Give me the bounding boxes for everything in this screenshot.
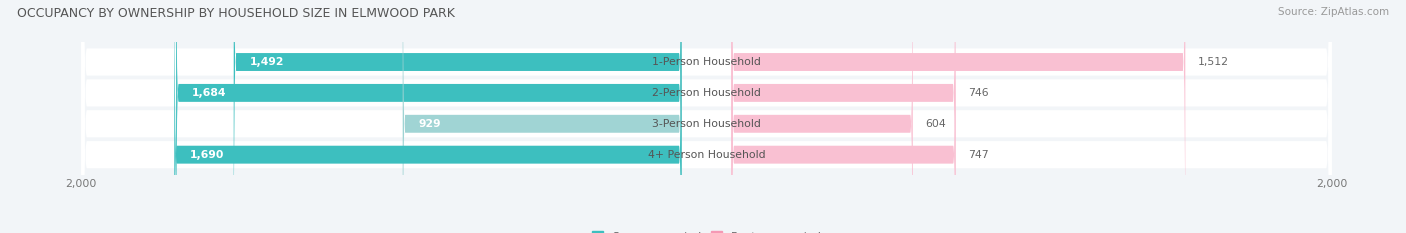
FancyBboxPatch shape bbox=[82, 0, 1331, 233]
Text: Source: ZipAtlas.com: Source: ZipAtlas.com bbox=[1278, 7, 1389, 17]
Text: 1,690: 1,690 bbox=[190, 150, 225, 160]
FancyBboxPatch shape bbox=[402, 0, 682, 233]
FancyBboxPatch shape bbox=[731, 0, 956, 233]
FancyBboxPatch shape bbox=[176, 0, 682, 233]
Text: 929: 929 bbox=[419, 119, 441, 129]
Text: 4+ Person Household: 4+ Person Household bbox=[648, 150, 765, 160]
Text: OCCUPANCY BY OWNERSHIP BY HOUSEHOLD SIZE IN ELMWOOD PARK: OCCUPANCY BY OWNERSHIP BY HOUSEHOLD SIZE… bbox=[17, 7, 454, 20]
Text: 2-Person Household: 2-Person Household bbox=[652, 88, 761, 98]
FancyBboxPatch shape bbox=[731, 0, 912, 233]
Text: 747: 747 bbox=[969, 150, 988, 160]
Text: 1,684: 1,684 bbox=[191, 88, 226, 98]
Text: 1-Person Household: 1-Person Household bbox=[652, 57, 761, 67]
FancyBboxPatch shape bbox=[731, 0, 1185, 233]
FancyBboxPatch shape bbox=[82, 0, 1331, 233]
Legend: Owner-occupied, Renter-occupied: Owner-occupied, Renter-occupied bbox=[588, 227, 825, 233]
Text: 604: 604 bbox=[925, 119, 946, 129]
Text: 746: 746 bbox=[967, 88, 988, 98]
Text: 1,512: 1,512 bbox=[1198, 57, 1229, 67]
FancyBboxPatch shape bbox=[82, 0, 1331, 233]
Text: 3-Person Household: 3-Person Household bbox=[652, 119, 761, 129]
FancyBboxPatch shape bbox=[82, 0, 1331, 233]
FancyBboxPatch shape bbox=[731, 0, 956, 233]
FancyBboxPatch shape bbox=[233, 0, 682, 233]
Text: 1,492: 1,492 bbox=[249, 57, 284, 67]
FancyBboxPatch shape bbox=[174, 0, 682, 233]
